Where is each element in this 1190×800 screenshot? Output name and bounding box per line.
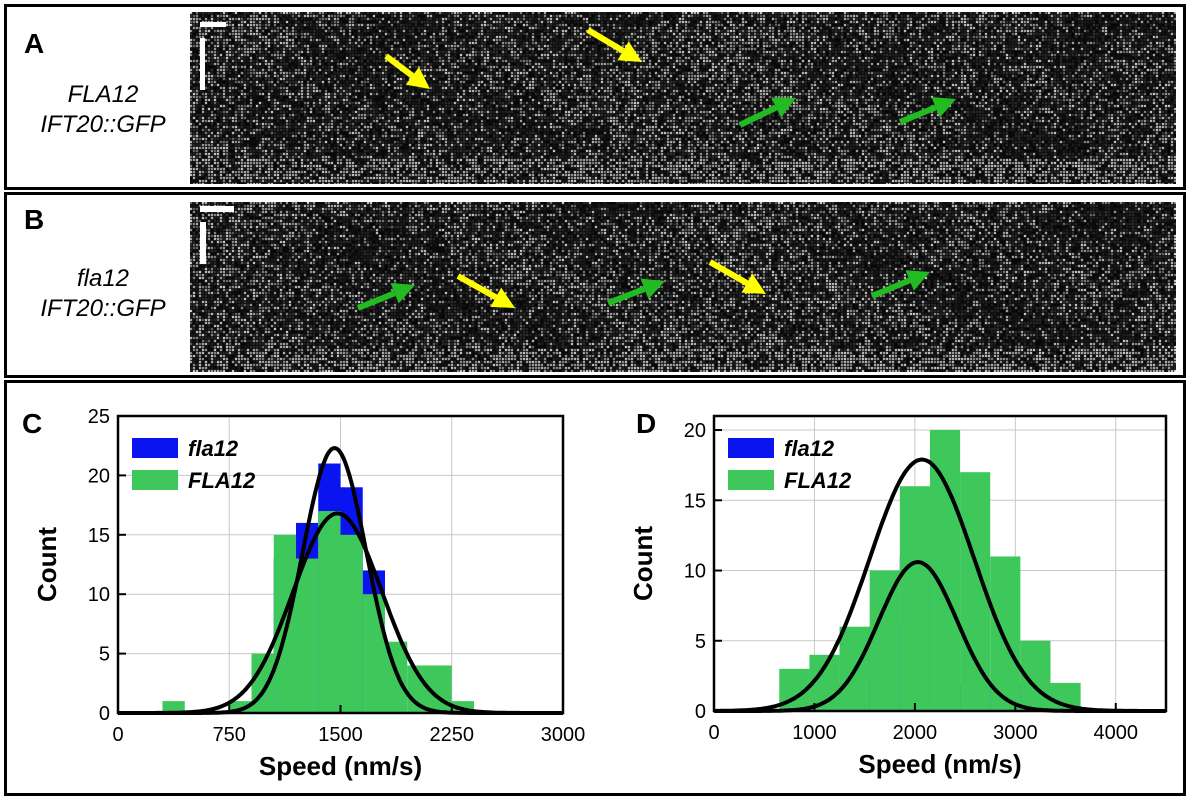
legend-label-fla12: fla12 <box>188 436 239 461</box>
arrowhead-icon <box>617 41 642 62</box>
y-tick-label: 15 <box>88 525 110 547</box>
scale-bar-horizontal <box>200 206 234 212</box>
histogram-d: 0 1000 2000 3000 4000 0 5 10 15 20 Speed (nm/s) Cou… <box>628 414 1168 779</box>
legend-label-FLA12: FLA12 <box>188 468 256 493</box>
kymograph-a <box>190 12 1176 184</box>
panel-a-strain-line2: IFT20::GFP <box>40 111 166 138</box>
kymograph-b-image <box>190 202 1176 372</box>
arrowhead-icon <box>741 273 766 294</box>
y-tick-label: 0 <box>695 701 706 723</box>
arrow-icon <box>456 273 498 300</box>
arrow-icon <box>708 259 749 286</box>
arrowhead-icon <box>490 287 515 308</box>
y-tick-label: 25 <box>88 406 110 428</box>
panel-b-strain: fla12 IFT20::GFP <box>18 264 188 324</box>
x-tick-label: 1500 <box>318 724 363 746</box>
bar-FLA12 <box>162 701 185 713</box>
kymograph-b <box>190 202 1176 372</box>
panel-a-label: A <box>24 28 45 59</box>
legend-swatch-FLA12 <box>132 470 178 490</box>
bar-FLA12 <box>340 534 363 713</box>
panel-b-frame <box>4 192 1186 378</box>
legend-swatch-FLA12 <box>728 470 774 490</box>
y-axis-label: Count <box>32 527 62 602</box>
arrow-icon <box>738 104 778 128</box>
arrowhead-icon <box>931 97 956 118</box>
panel-b-strain-line1: fla12 <box>76 265 130 292</box>
arrow-icon <box>384 53 415 79</box>
y-tick-label: 5 <box>99 644 110 666</box>
x-tick-label: 2000 <box>893 722 938 744</box>
x-tick-label: 3000 <box>541 724 586 746</box>
panel-a-strain: FLA12 IFT20::GFP <box>18 80 188 140</box>
arrow-icon <box>898 104 937 125</box>
panel-b-strain-line2: IFT20::GFP <box>40 295 166 322</box>
arrowhead-icon <box>771 97 796 118</box>
y-tick-label: 20 <box>88 465 110 487</box>
bar-FLA12 <box>451 701 474 713</box>
panel-d-label: D <box>636 408 657 439</box>
kymograph-a-arrows <box>384 27 956 128</box>
x-tick-label: 2250 <box>430 724 475 746</box>
y-tick-label: 0 <box>99 703 110 725</box>
fit-curve-FLA12 <box>714 457 1166 713</box>
arrowhead-icon <box>905 270 930 291</box>
kymograph-b-arrows <box>356 259 930 311</box>
panel-a-frame <box>4 4 1186 190</box>
arrowhead-icon <box>640 278 665 300</box>
bar-FLA12 <box>296 558 319 713</box>
bar-FLA12 <box>929 430 961 711</box>
y-axis-label: Count <box>628 526 658 601</box>
y-tick-label: 5 <box>695 631 706 653</box>
arrow-icon <box>870 277 911 299</box>
panel-a-strain-line1: FLA12 <box>67 81 139 108</box>
histogram-c: 0 750 1500 2250 3000 0 5 10 15 20 25 Speed (nm/s) Co… <box>32 406 586 781</box>
bar-FLA12 <box>229 701 252 713</box>
x-tick-label: 0 <box>112 724 123 746</box>
x-axis-label: Speed (nm/s) <box>259 751 422 781</box>
y-tick-label: 10 <box>684 561 706 583</box>
plot-frame <box>712 414 1168 713</box>
arrow-icon <box>356 290 396 311</box>
bar-FLA12 <box>990 556 1021 711</box>
scale-bar-horizontal <box>200 22 226 27</box>
kymograph-a-image <box>190 12 1176 184</box>
bar-FLA12 <box>869 570 900 711</box>
bar-FLA12 <box>362 594 385 713</box>
arrowhead-icon <box>405 67 430 89</box>
y-tick-label: 15 <box>684 490 706 512</box>
legend-label-fla12: fla12 <box>784 436 835 461</box>
bar-FLA12 <box>318 511 341 713</box>
x-tick-label: 750 <box>213 724 246 746</box>
bar-FLA12 <box>273 534 296 713</box>
x-axis-label: Speed (nm/s) <box>858 749 1021 779</box>
panel-cd-frame <box>4 380 1186 796</box>
scale-bar-vertical <box>200 38 205 90</box>
y-tick-label: 20 <box>684 420 706 442</box>
x-tick-label: 3000 <box>993 722 1038 744</box>
legend-label-FLA12: FLA12 <box>784 468 852 493</box>
scale-bar-vertical <box>200 222 206 264</box>
arrow-icon <box>586 27 625 54</box>
legend-swatch-fla12 <box>728 438 774 458</box>
x-tick-label: 0 <box>708 722 719 744</box>
bar-FLA12 <box>899 486 930 711</box>
arrow-icon <box>606 286 646 306</box>
arrowhead-icon <box>390 283 415 304</box>
y-tick-label: 10 <box>88 584 110 606</box>
x-tick-label: 4000 <box>1094 722 1139 744</box>
legend-swatch-fla12 <box>132 438 178 458</box>
panel-b-label: B <box>24 204 45 235</box>
panel-c-label: C <box>22 408 43 439</box>
x-tick-label: 1000 <box>792 722 837 744</box>
